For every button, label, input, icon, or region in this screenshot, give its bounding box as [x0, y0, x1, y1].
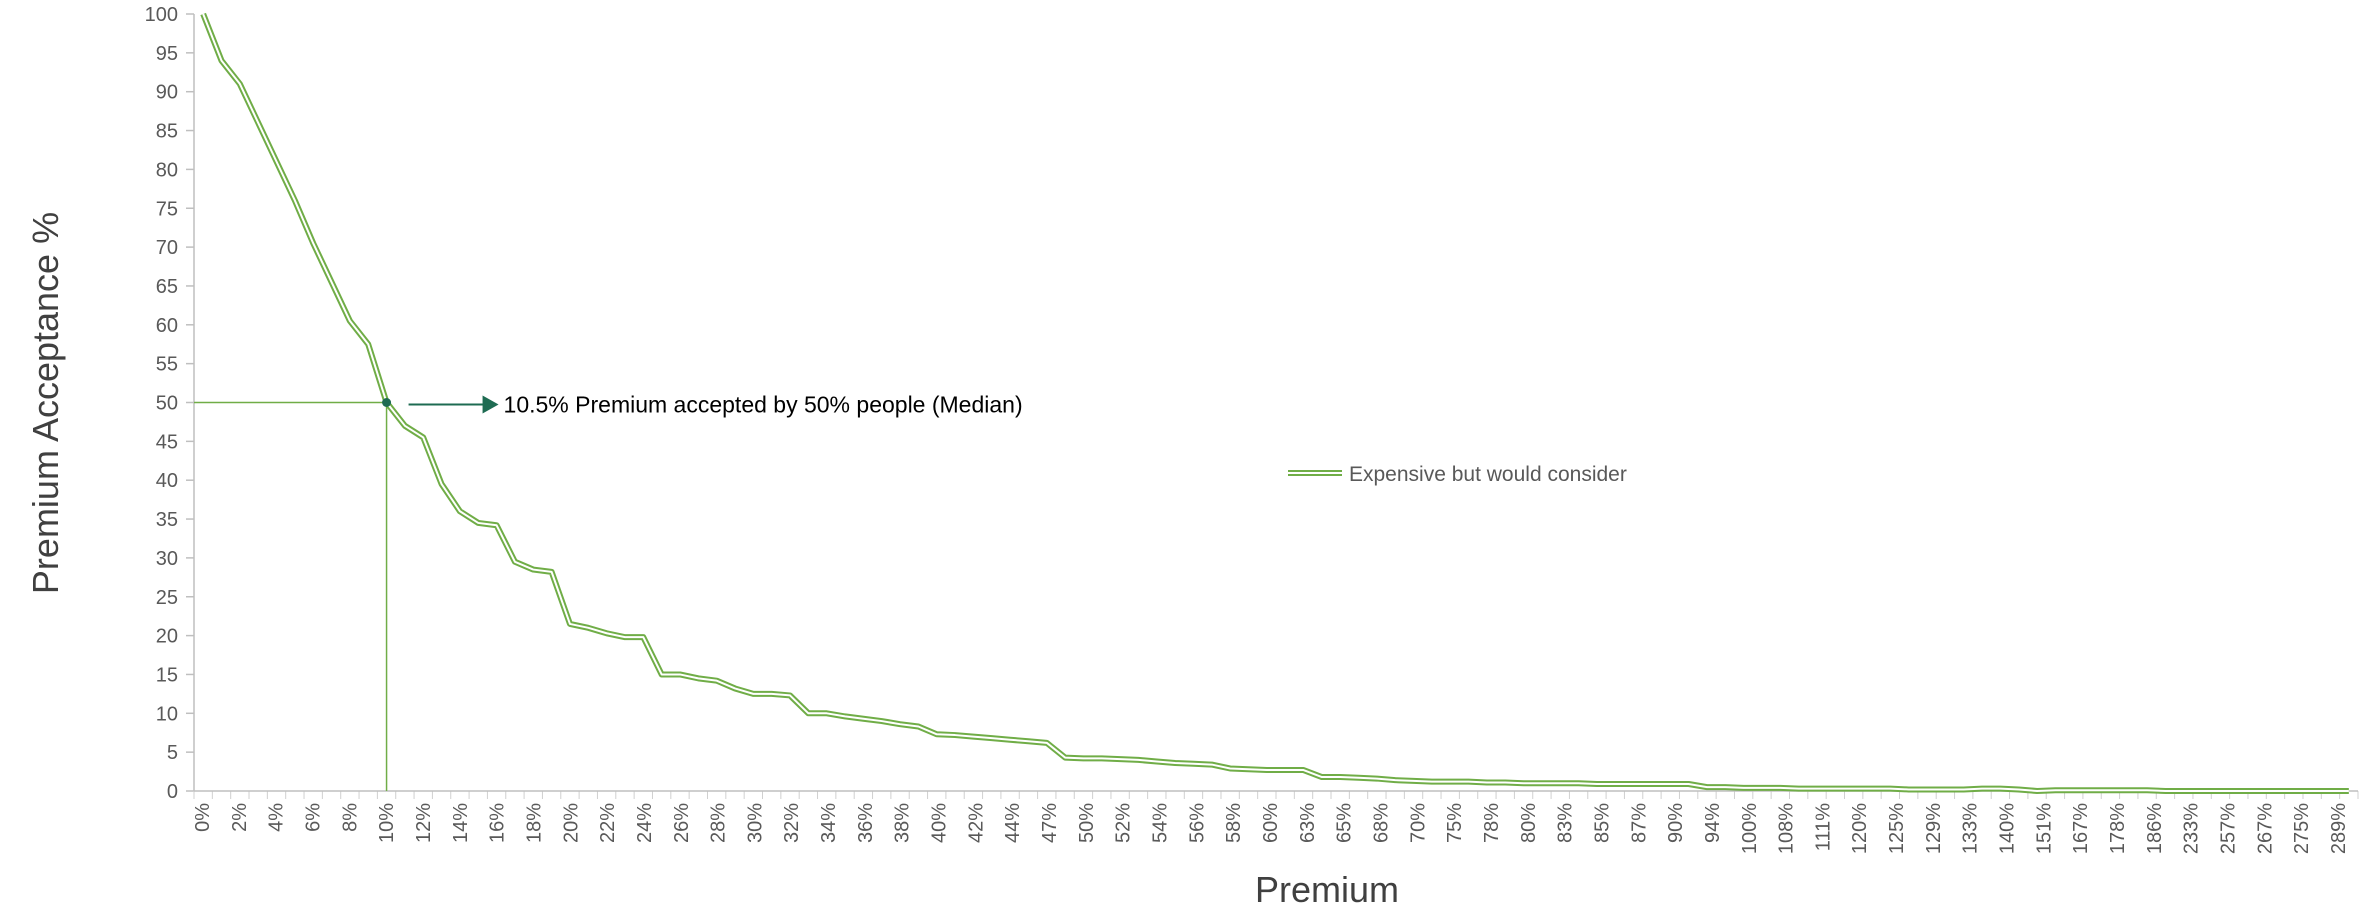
x-tick-label: 40% [929, 803, 951, 843]
y-tick-label: 90 [156, 82, 178, 104]
x-tick-label: 83% [1555, 803, 1577, 843]
series-expensive-but-would-consider [200, 12, 2349, 794]
x-tick-label: 233% [2181, 803, 2203, 854]
x-tick-label: 16% [487, 803, 509, 843]
y-tick-label: 25 [156, 587, 178, 609]
x-tick-label: 18% [523, 803, 545, 843]
y-tick-label: 40 [156, 470, 178, 492]
x-tick-label: 47% [1039, 803, 1061, 843]
y-tick-label: 50 [156, 393, 178, 415]
x-tick-label: 6% [302, 803, 324, 832]
x-tick-label: 178% [2107, 803, 2129, 854]
y-tick-label: 10 [156, 703, 178, 725]
x-tick-label: 32% [781, 803, 803, 843]
x-tick-label: 108% [1776, 803, 1798, 854]
x-tick-label: 42% [965, 803, 987, 843]
y-tick-label: 45 [156, 431, 178, 453]
x-tick-label: 275% [2291, 803, 2313, 854]
y-tick-label: 20 [156, 626, 178, 648]
median-point-marker [382, 398, 392, 407]
y-tick-label: 95 [156, 43, 178, 65]
x-tick-label: 44% [1002, 803, 1024, 843]
x-tick-label: 8% [339, 803, 361, 832]
x-tick-label: 22% [597, 803, 619, 843]
x-tick-label: 90% [1665, 803, 1687, 843]
x-tick-label: 50% [1076, 803, 1098, 843]
x-tick-label: 12% [413, 803, 435, 843]
y-tick-label: 35 [156, 509, 178, 531]
x-tick-label: 120% [1849, 803, 1871, 854]
x-tick-label: 38% [892, 803, 914, 843]
annotation-arrowhead [482, 395, 499, 414]
y-tick-label: 55 [156, 354, 178, 376]
y-tick-label: 5 [167, 742, 178, 764]
x-tick-label: 167% [2070, 803, 2092, 854]
x-tick-label: 140% [1997, 803, 2019, 854]
median-guide-lines [194, 401, 388, 791]
y-tick-label: 15 [156, 664, 178, 686]
x-tick-label: 111% [1812, 803, 1834, 851]
x-tick-label: 94% [1702, 803, 1724, 843]
y-tick-label: 85 [156, 121, 178, 143]
x-tick-label: 34% [818, 803, 840, 843]
x-tick-label: 28% [708, 803, 730, 843]
series-line-inner [202, 13, 2349, 792]
x-tick-label: 186% [2144, 803, 2166, 854]
x-tick-label: 26% [671, 803, 693, 843]
x-tick-label: 129% [1923, 803, 1945, 854]
x-axis-ticks: 0% 2% 4% 6% 8% 10% 12% 14% 16% 18% 20% 22% 24% 26% 28%… [192, 791, 2359, 854]
x-tick-label: 30% [744, 803, 766, 843]
x-tick-label: 20% [560, 803, 582, 843]
y-tick-label: 70 [156, 237, 178, 259]
x-tick-label: 0% [192, 803, 214, 832]
x-tick-label: 85% [1591, 803, 1613, 843]
y-tick-label: 80 [156, 159, 178, 181]
x-tick-label: 24% [634, 803, 656, 843]
x-tick-label: 10% [376, 803, 398, 843]
x-tick-label: 14% [450, 803, 472, 843]
y-tick-label: 100 [145, 4, 178, 26]
x-tick-label: 58% [1223, 803, 1245, 843]
x-axis-title: Premium [1255, 869, 1399, 910]
y-tick-label: 75 [156, 198, 178, 220]
x-tick-label: 65% [1334, 803, 1356, 843]
y-tick-label: 30 [156, 548, 178, 570]
x-tick-label: 2% [229, 803, 251, 832]
legend-entry-label: Expensive but would consider [1349, 463, 1627, 486]
x-tick-label: 78% [1481, 803, 1503, 843]
y-tick-label: 0 [167, 781, 178, 803]
x-tick-label: 68% [1370, 803, 1392, 843]
y-tick-label: 65 [156, 276, 178, 298]
x-tick-label: 54% [1150, 803, 1172, 843]
x-tick-label: 100% [1739, 803, 1761, 854]
median-annotation: 10.5% Premium accepted by 50% people (Me… [382, 392, 1023, 418]
x-tick-label: 70% [1407, 803, 1429, 843]
y-axis-title: Premium Acceptance % [25, 212, 66, 594]
x-tick-label: 151% [2033, 803, 2055, 854]
x-tick-label: 60% [1260, 803, 1282, 843]
x-tick-label: 289% [2328, 803, 2350, 854]
x-tick-label: 267% [2254, 803, 2276, 854]
y-tick-label: 60 [156, 315, 178, 337]
y-axis-ticks: 0 5 10 15 20 25 30 35 40 45 50 55 60 65 70 75 80 85 90 95 10… [145, 4, 194, 803]
x-tick-label: 36% [855, 803, 877, 843]
x-tick-label: 4% [266, 803, 288, 832]
x-tick-label: 125% [1886, 803, 1908, 854]
x-tick-label: 56% [1186, 803, 1208, 843]
legend: Expensive but would consider [1288, 463, 1627, 486]
x-tick-label: 133% [1960, 803, 1982, 854]
x-tick-label: 87% [1628, 803, 1650, 843]
x-tick-label: 257% [2218, 803, 2240, 854]
x-tick-label: 52% [1113, 803, 1135, 843]
x-tick-label: 63% [1297, 803, 1319, 843]
x-tick-label: 80% [1518, 803, 1540, 843]
median-annotation-text: 10.5% Premium accepted by 50% people (Me… [504, 392, 1023, 418]
x-tick-label: 75% [1444, 803, 1466, 843]
